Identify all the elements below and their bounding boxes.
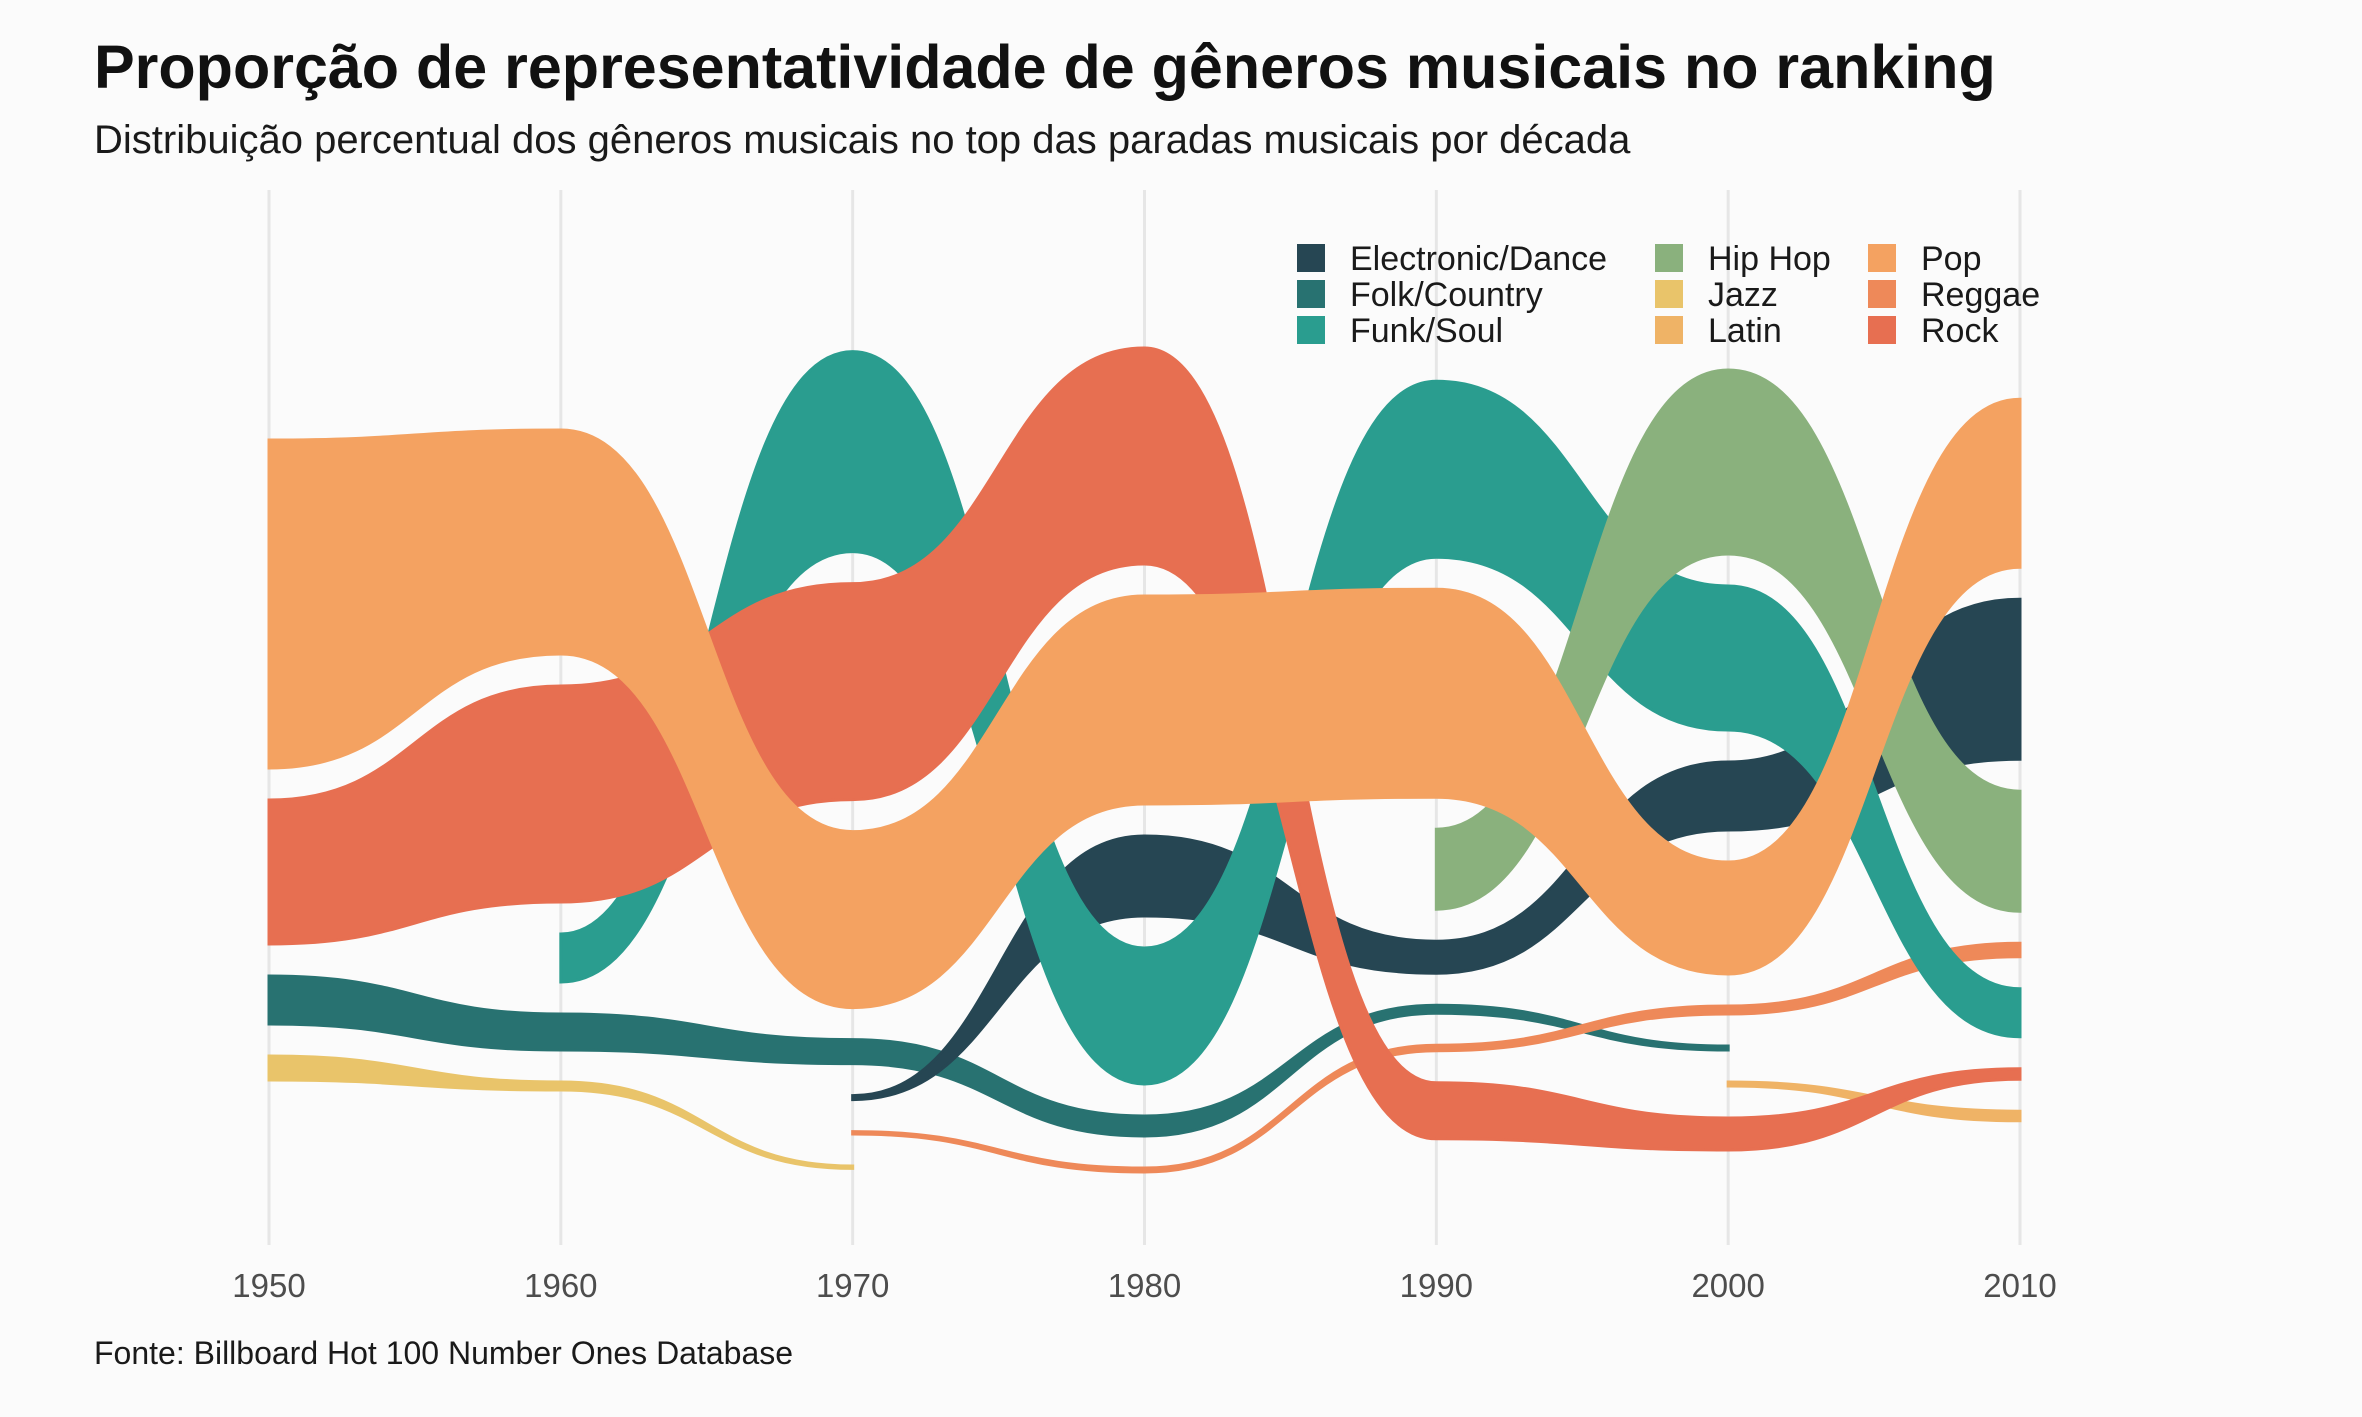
x-tick-2000: 2000	[1691, 1267, 1764, 1304]
x-tick-1950: 1950	[232, 1267, 305, 1304]
legend-item-hip-hop: Hip Hop	[1655, 240, 1831, 278]
legend-item-electronic-dance: Electronic/Dance	[1297, 240, 1607, 278]
legend-item-rock: Rock	[1868, 312, 1999, 350]
legend-label-folk-country: Folk/Country	[1350, 276, 1543, 314]
legend-swatch-funk-soul	[1297, 316, 1325, 344]
legend-swatch-rock	[1868, 316, 1896, 344]
stream-rock	[267, 346, 2022, 1152]
x-tick-2010: 2010	[1983, 1267, 2056, 1304]
legend-swatch-folk-country	[1297, 280, 1325, 308]
legend-swatch-latin	[1655, 316, 1683, 344]
legend-item-funk-soul: Funk/Soul	[1297, 312, 1503, 350]
x-tick-1960: 1960	[524, 1267, 597, 1304]
x-tick-1980: 1980	[1108, 1267, 1181, 1304]
legend-label-electronic-dance: Electronic/Dance	[1350, 240, 1607, 278]
x-axis: 1950 1960 1970 1980 1990 2000 2010	[232, 1267, 2056, 1304]
legend-label-reggae: Reggae	[1921, 276, 2040, 314]
legend-label-jazz: Jazz	[1708, 276, 1778, 314]
chart-caption: Fonte: Billboard Hot 100 Number Ones Dat…	[94, 1335, 794, 1371]
legend-item-jazz: Jazz	[1655, 276, 1778, 314]
legend-item-latin: Latin	[1655, 312, 1782, 350]
legend-swatch-hip-hop	[1655, 244, 1683, 272]
stream-folk-country	[267, 974, 1730, 1138]
stream-layer	[267, 346, 2022, 1174]
legend-swatch-electronic-dance	[1297, 244, 1325, 272]
legend-item-reggae: Reggae	[1868, 276, 2040, 314]
stream-pop	[267, 397, 2022, 1010]
legend-swatch-pop	[1868, 244, 1896, 272]
stream-reggae	[851, 941, 2022, 1174]
legend-label-pop: Pop	[1921, 240, 1982, 278]
stream-hip-hop	[1434, 368, 2022, 913]
legend-swatch-reggae	[1868, 280, 1896, 308]
chart-title: Proporção de representatividade de gêner…	[94, 33, 1996, 101]
legend-label-latin: Latin	[1708, 312, 1782, 350]
x-tick-1970: 1970	[816, 1267, 889, 1304]
legend-swatch-jazz	[1655, 280, 1683, 308]
legend-label-hip-hop: Hip Hop	[1708, 240, 1831, 278]
legend-label-funk-soul: Funk/Soul	[1350, 312, 1503, 350]
legend-label-rock: Rock	[1921, 312, 1999, 350]
chart-subtitle: Distribuição percentual dos gêneros musi…	[94, 118, 1631, 162]
stream-jazz	[267, 1054, 855, 1170]
x-tick-1990: 1990	[1400, 1267, 1473, 1304]
legend-item-pop: Pop	[1868, 240, 1982, 278]
legend-item-folk-country: Folk/Country	[1297, 276, 1543, 314]
